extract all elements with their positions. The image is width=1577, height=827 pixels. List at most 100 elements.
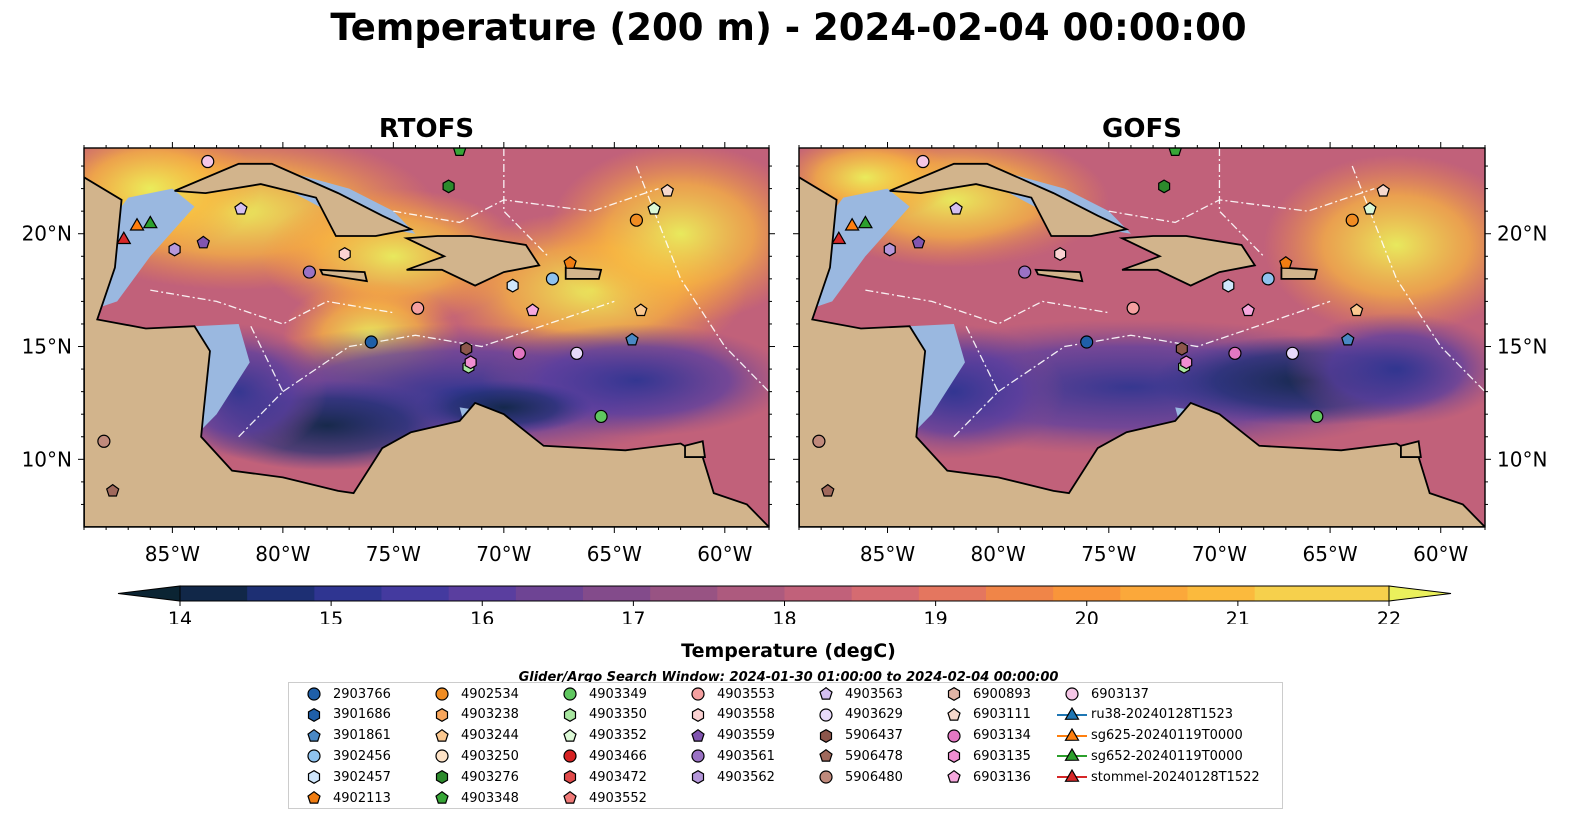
legend-marker-shape (819, 708, 833, 722)
legend-marker-shape (307, 707, 321, 722)
float-marker (1158, 179, 1171, 194)
legend-marker-shape (563, 728, 577, 742)
float-marker (129, 217, 145, 231)
colorbar-segment (1120, 586, 1189, 601)
legend-marker-icon (307, 749, 321, 763)
colorbar-tick-label: 14 (168, 608, 192, 624)
legend-label: 2903766 (333, 686, 391, 702)
colorbar-segment (650, 586, 718, 601)
legend-label: 3901686 (333, 707, 391, 723)
legend-marker-icon (691, 687, 705, 701)
lon-tick-label: 75°W (366, 542, 421, 566)
legend-item: 6903134 (937, 728, 1031, 744)
legend-marker-icon (307, 687, 321, 701)
legend-item: 4903244 (425, 728, 519, 744)
lat-tick-label: 15°N (22, 335, 72, 359)
legend-item: sg625-20240119T0000 (1055, 727, 1243, 744)
colorbar-max-extend (1388, 585, 1452, 602)
float-marker (625, 332, 639, 346)
legend-label: 3902457 (333, 769, 391, 785)
legend-marker-shape (819, 770, 833, 784)
legend-marker-icon (307, 707, 321, 722)
legend-marker-icon (947, 707, 961, 721)
legend-marker-icon (819, 770, 833, 784)
colorbar-label: Temperature (degC) (681, 640, 896, 662)
float-marker (1126, 301, 1140, 315)
float-marker (1261, 272, 1275, 286)
legend-marker-icon (563, 707, 577, 722)
legend-label: 6903134 (973, 728, 1031, 744)
legend-marker-icon (435, 749, 449, 763)
legend-item: 4903349 (553, 686, 647, 702)
legend-label: 5906480 (845, 769, 903, 785)
float-marker (1054, 247, 1067, 261)
legend-marker-shape (563, 707, 577, 722)
legend-label: 4903238 (461, 707, 519, 723)
lat-tick-label: 10°N (22, 447, 72, 471)
legend-item: sg652-20240119T0000 (1055, 748, 1243, 764)
float-marker (594, 409, 608, 424)
colorbar-segment (180, 586, 248, 601)
land (1280, 266, 1318, 280)
search-window-text: Glider/Argo Search Window: 2024-01-30 01… (518, 670, 1059, 685)
legend-item: 4903553 (681, 686, 775, 702)
legend-marker-icon (563, 728, 577, 742)
colorbar-tick-label: 22 (1377, 608, 1401, 624)
legend-label: 6900893 (973, 686, 1031, 702)
legend-item: 4903563 (809, 686, 903, 702)
float-marker (1228, 346, 1242, 360)
legend-item: 4903559 (681, 728, 775, 744)
legend-marker-icon (563, 749, 577, 763)
legend-marker-shape (1065, 687, 1079, 701)
lat-tick-label: 15°N (1497, 335, 1547, 359)
legend-marker-icon (563, 687, 577, 701)
legend-item: stommel-20240128T1522 (1055, 768, 1260, 785)
legend-item: 4903250 (425, 748, 519, 764)
legend-label: 3902456 (333, 748, 391, 764)
legend-marker-shape (307, 770, 321, 785)
legend-marker-icon (947, 770, 961, 783)
legend-label: 4902534 (461, 686, 519, 702)
legend-label: 3901861 (333, 728, 391, 744)
legend-item: 4903350 (553, 707, 647, 723)
legend-marker-icon (1057, 768, 1087, 783)
legend-marker-icon (307, 728, 321, 742)
legend-marker-shape (435, 707, 449, 722)
float-marker (338, 247, 351, 261)
float-marker (460, 341, 473, 356)
float-marker (1285, 346, 1300, 360)
float-marker (949, 201, 963, 215)
colorbar-segment (918, 586, 987, 601)
legend-marker-icon (1057, 748, 1087, 762)
colorbar-tick-label: 20 (1075, 608, 1099, 624)
legend-marker-icon (819, 686, 833, 700)
legend-marker-shape (691, 707, 705, 722)
float-marker (105, 483, 120, 497)
legend-item: 3902457 (297, 769, 391, 785)
legend-marker-icon (307, 790, 321, 804)
figure-title: Temperature (200 m) - 2024-02-04 00:00:0… (330, 6, 1247, 49)
colorbar-segment (583, 586, 651, 601)
legend-label: 6903137 (1091, 686, 1149, 702)
legend-marker-shape (307, 749, 321, 763)
legend-label: 4903244 (461, 728, 519, 744)
legend-item: 3901686 (297, 707, 391, 723)
float-marker (831, 230, 847, 245)
legend-marker-shape (819, 728, 833, 743)
legend-marker-shape (1064, 768, 1080, 783)
float-marker (844, 217, 860, 231)
float-marker (1341, 332, 1355, 346)
legend-label: 4903352 (589, 728, 647, 744)
float-marker (545, 272, 560, 286)
legend-marker-shape (307, 790, 321, 804)
legend-label: 4903559 (717, 728, 775, 744)
legend-marker-icon (819, 749, 833, 763)
legend-marker-icon (1065, 687, 1079, 701)
legend-label: 6903111 (973, 707, 1031, 723)
legend-marker-shape (691, 749, 705, 763)
float-marker (464, 355, 477, 370)
float-marker (452, 148, 467, 156)
land (564, 266, 603, 280)
colorbar-segment (986, 586, 1054, 601)
